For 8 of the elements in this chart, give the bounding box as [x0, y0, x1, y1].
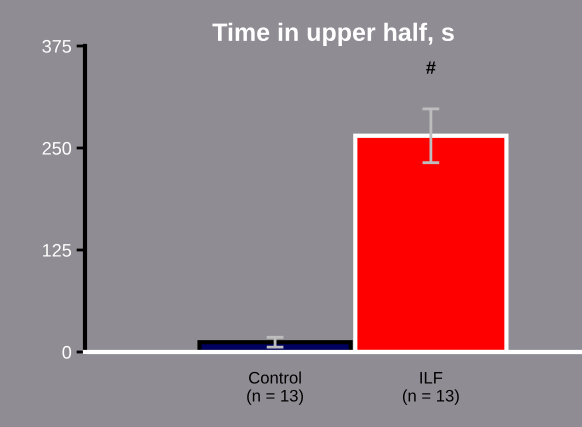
y-tick-label: 250 — [42, 142, 72, 155]
y-tick-label: 375 — [42, 40, 72, 53]
y-tick-label: 0 — [62, 346, 72, 359]
annotation: # — [426, 61, 436, 74]
y-tick-label: 125 — [43, 244, 72, 257]
x-tick-label: Control (n = 13) — [247, 371, 303, 405]
chart-title: Time in upper half, s — [212, 22, 454, 46]
x-tick-label: ILF (n = 13) — [402, 372, 459, 405]
